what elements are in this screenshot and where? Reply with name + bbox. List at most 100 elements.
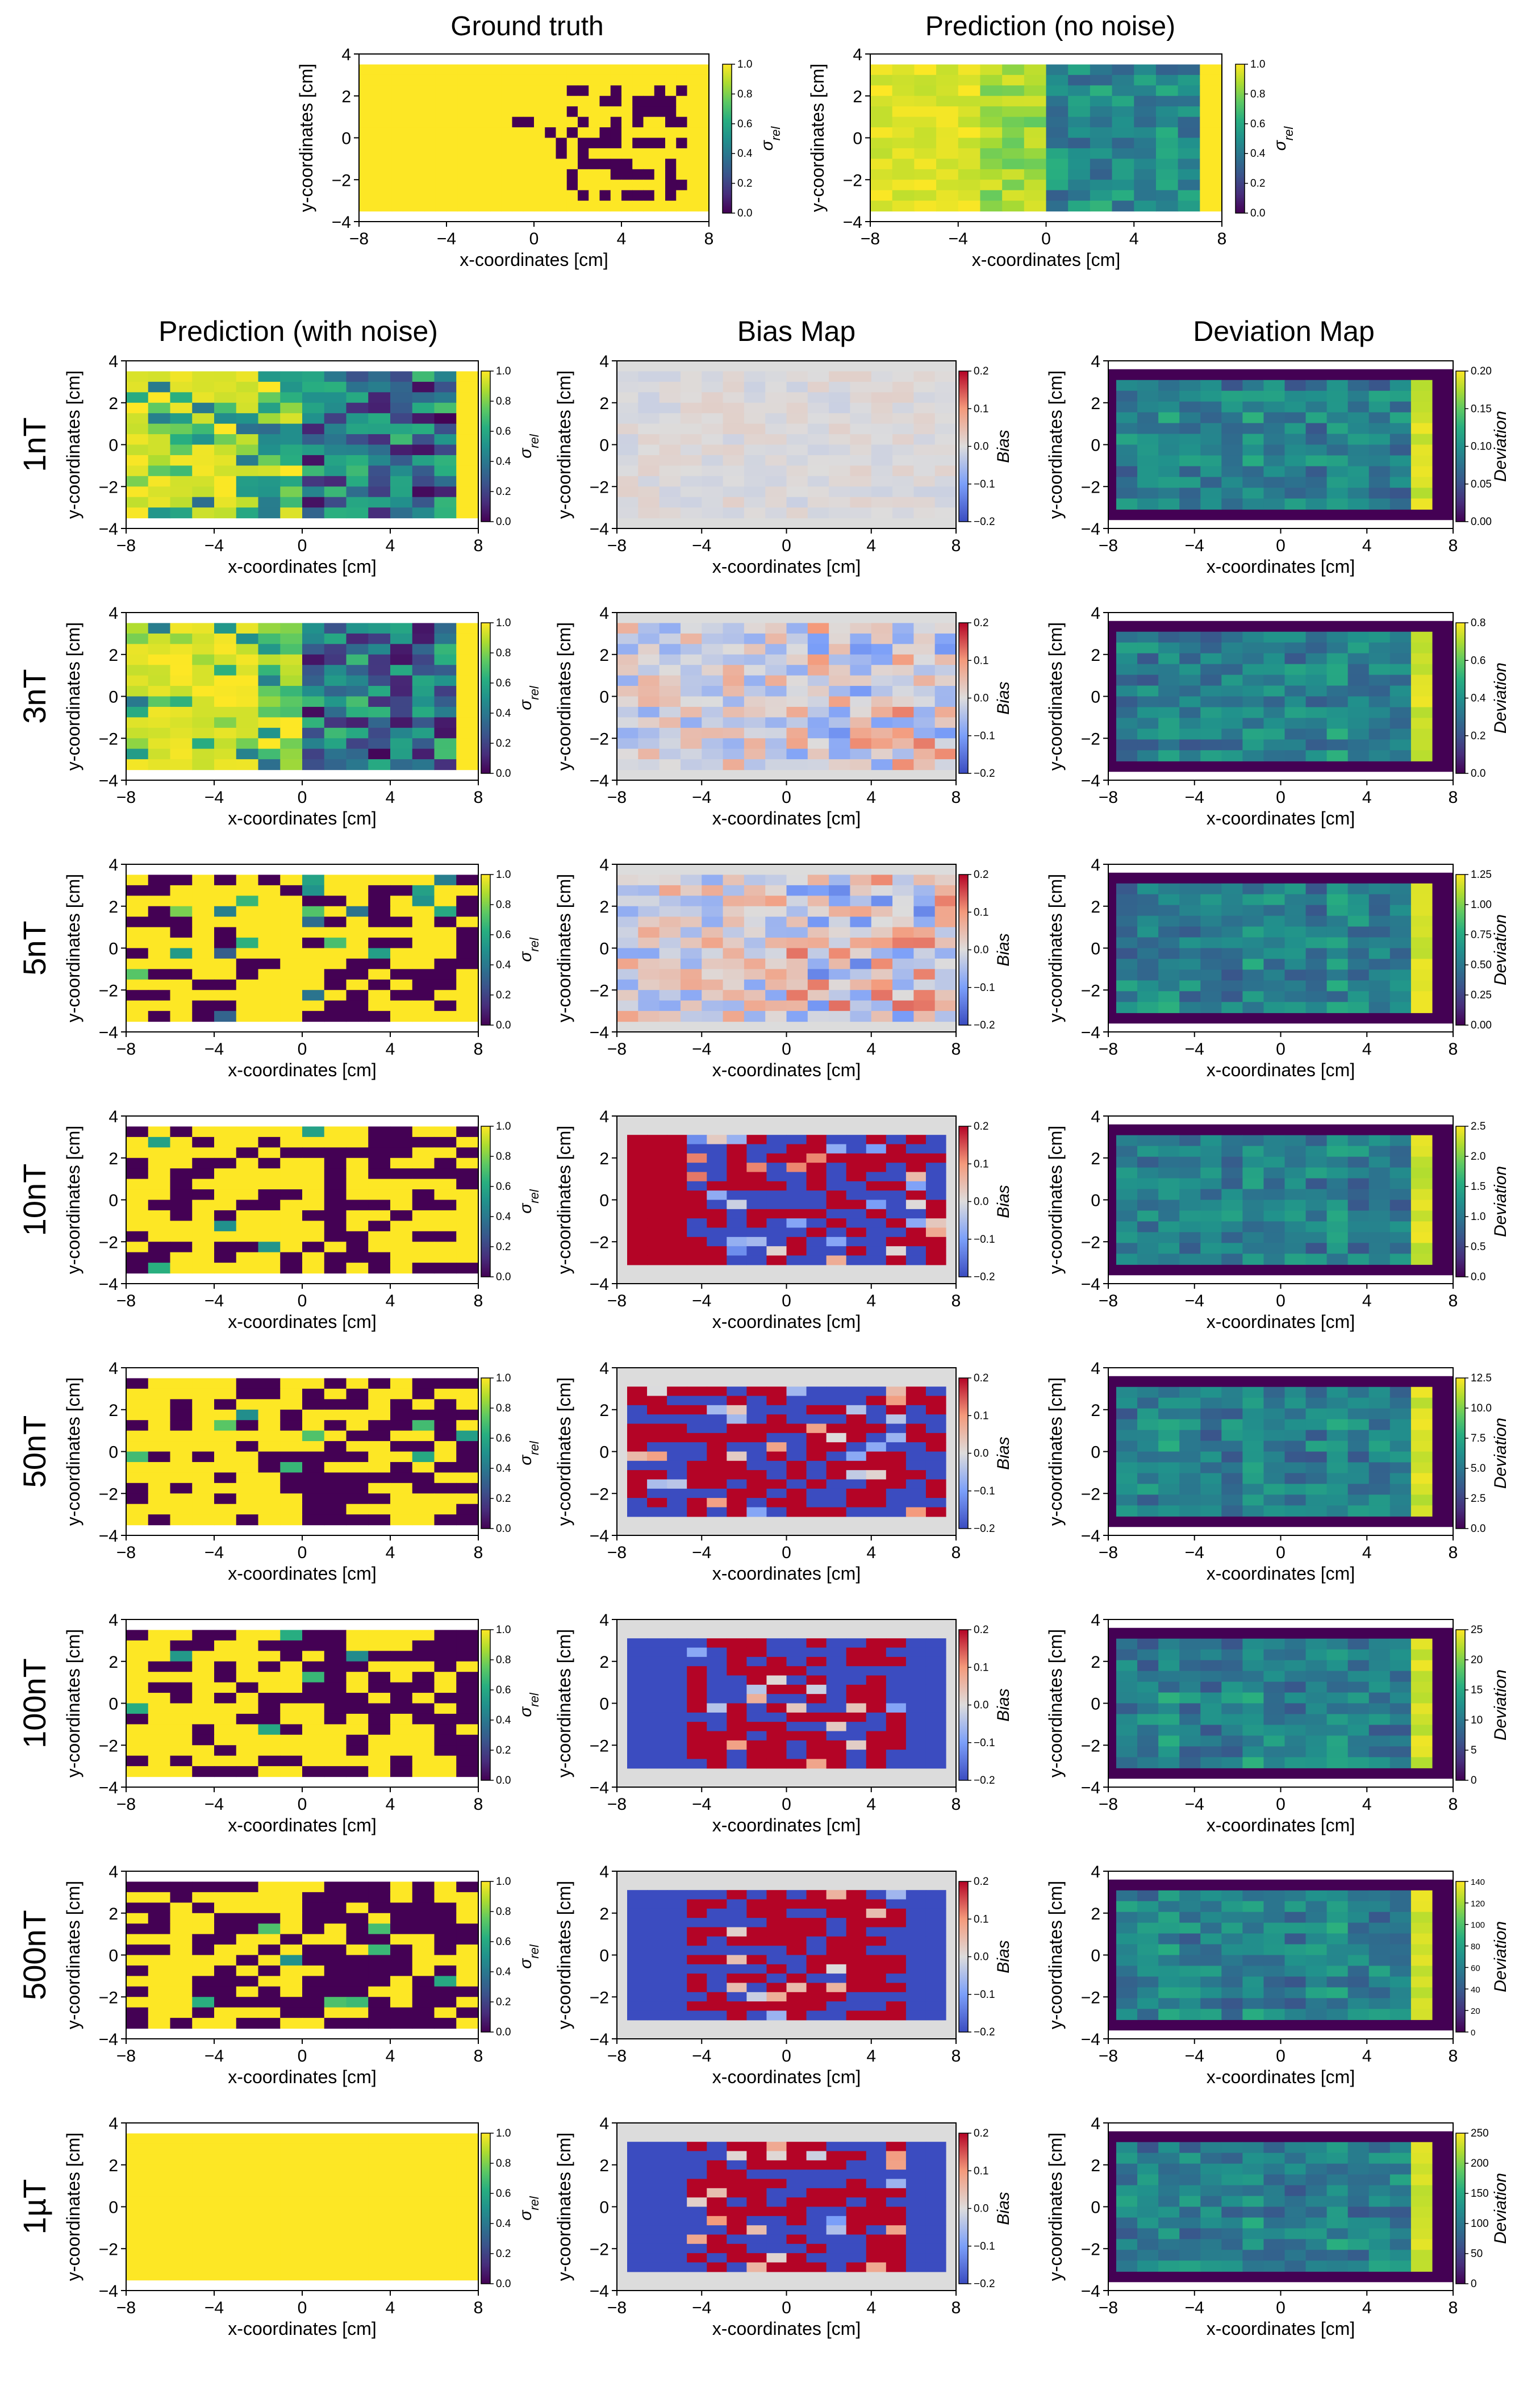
bias-5nT-cell xyxy=(702,969,724,980)
deviation-50nT-cell xyxy=(1284,1397,1307,1409)
prediction-no-noise-cell xyxy=(1002,85,1025,97)
deviation-3nT-cell xyxy=(1158,750,1180,761)
prediction-no-noise-cell xyxy=(980,138,1003,149)
ground-truth-cell xyxy=(643,127,655,139)
deviation-1nT-cell xyxy=(1410,434,1433,445)
ground-truth-xtick-label: 8 xyxy=(704,230,714,248)
bias-1nT-ytick-label: 0 xyxy=(599,436,609,455)
bias-10nT-cell xyxy=(687,1200,707,1210)
bias-50nT-cell xyxy=(806,1414,827,1425)
prediction-100nT-cell xyxy=(434,1682,457,1693)
prediction-5nT-cell xyxy=(324,990,347,1001)
prediction-no-noise-cell xyxy=(892,169,915,180)
deviation-50nT-cell xyxy=(1284,1505,1307,1517)
deviation-10nT-cell xyxy=(1242,1189,1264,1201)
bias-100nT-cell xyxy=(826,1750,847,1760)
bias-100nT-cell xyxy=(886,1666,907,1676)
prediction-no-noise-cell xyxy=(1090,201,1113,212)
prediction-50nT-cell xyxy=(236,1441,259,1452)
bias-3nT-cell xyxy=(829,665,851,676)
prediction-3nT-cell xyxy=(126,623,149,634)
prediction-no-noise-cell xyxy=(1090,64,1113,76)
deviation-50nT-cell xyxy=(1326,1419,1349,1431)
prediction-10nT-cell xyxy=(412,1263,435,1274)
prediction-100nT-cell xyxy=(126,1724,149,1735)
deviation-5nT-cell xyxy=(1326,905,1349,917)
bias-50nT-cell xyxy=(866,1396,887,1406)
deviation-1nT-cell xyxy=(1200,498,1222,510)
deviation-10nT-cell xyxy=(1368,1146,1391,1157)
deviation-1nT-cell xyxy=(1410,401,1433,413)
deviation-3nT-cell xyxy=(1158,631,1180,643)
deviation-1nT-cell xyxy=(1368,466,1391,477)
prediction-3nT-cell xyxy=(368,706,391,718)
bias-100nT-cell xyxy=(727,1712,747,1722)
ground-truth-cell xyxy=(566,64,578,76)
prediction-5nT-cell xyxy=(236,1000,259,1011)
deviation-5nT-cell xyxy=(1116,991,1138,1002)
bias-100nT-cell xyxy=(766,1712,787,1722)
deviation-10nT-cell xyxy=(1284,1254,1307,1265)
bias-100nT-cell xyxy=(647,1712,667,1722)
prediction-1nT-cell xyxy=(236,423,259,435)
ground-truth-cell xyxy=(545,201,557,212)
prediction-5nT-cell xyxy=(192,885,215,896)
deviation-50nT-cell xyxy=(1158,1430,1180,1442)
bias-100nT-cell xyxy=(627,1647,648,1658)
ground-truth-cell xyxy=(687,201,699,212)
prediction-1nT-cell xyxy=(214,497,237,508)
bias-5nT-cell xyxy=(638,1011,660,1022)
bias-10nT-cell xyxy=(846,1200,867,1210)
deviation-10nT-cell xyxy=(1347,1156,1370,1168)
bias-10nT-cell xyxy=(826,1209,847,1219)
ground-truth-cell xyxy=(621,148,633,159)
prediction-5nT-cell xyxy=(412,958,435,969)
prediction-100nT-cell xyxy=(126,1682,149,1693)
bias-10nT-cell xyxy=(766,1255,787,1265)
deviation-50nT-cell xyxy=(1242,1397,1264,1409)
prediction-3nT-cell xyxy=(214,706,237,718)
prediction-no-noise-cell xyxy=(936,180,959,191)
prediction-1nT-colorbar-tick-label: 0.6 xyxy=(496,426,511,438)
prediction-10nT-cell xyxy=(302,1242,325,1253)
bias-50nT-cell xyxy=(687,1433,707,1443)
prediction-no-noise-cell xyxy=(1200,95,1222,107)
bias-5nT-cell xyxy=(807,979,829,990)
bias-1nT-cell xyxy=(723,476,745,487)
bias-10nT-cell xyxy=(687,1163,707,1173)
prediction-5nT-cell xyxy=(412,938,435,949)
deviation-5nT-xtick-label: 0 xyxy=(1276,1040,1286,1059)
prediction-1nT-cell xyxy=(258,423,281,435)
ground-truth-cell xyxy=(545,148,557,159)
bias-50nT-cell xyxy=(627,1433,648,1443)
bias-5nT-cell xyxy=(765,969,787,980)
bias-1nT-cell xyxy=(659,444,681,456)
deviation-3nT-cell xyxy=(1347,674,1370,686)
prediction-50nT-cell xyxy=(456,1504,479,1515)
bias-3nT-cell xyxy=(702,706,724,718)
deviation-5nT-cell xyxy=(1200,948,1222,960)
prediction-3nT-cell xyxy=(192,675,215,686)
bias-10nT-cell xyxy=(627,1255,648,1265)
prediction-no-noise-cell xyxy=(1200,169,1222,180)
prediction-no-noise-cell xyxy=(1112,116,1134,128)
deviation-1nT-cell xyxy=(1284,412,1307,424)
deviation-50nT-cell xyxy=(1200,1440,1222,1452)
deviation-10nT-cell xyxy=(1200,1200,1222,1211)
prediction-10nT-ytick-label: −2 xyxy=(99,1233,118,1252)
prediction-3nT-cell xyxy=(170,696,193,707)
bias-10nT-cell xyxy=(905,1144,926,1154)
bias-100nT-cell xyxy=(886,1712,907,1722)
deviation-50nT-cell xyxy=(1326,1484,1349,1495)
bias-3nT-cell xyxy=(913,665,936,676)
deviation-50nT-cell xyxy=(1179,1451,1201,1463)
ground-truth-cell xyxy=(665,95,677,107)
deviation-10nT-cell xyxy=(1116,1221,1138,1233)
bias-100nT-cell xyxy=(905,1694,926,1704)
bias-50nT-cell xyxy=(766,1396,787,1406)
prediction-no-noise-cell xyxy=(1046,106,1069,118)
prediction-100nT-cell xyxy=(324,1693,347,1704)
prediction-1nT-cell xyxy=(368,371,391,382)
prediction-100nT-cell xyxy=(324,1755,347,1767)
bias-3nT-cell xyxy=(702,644,724,655)
